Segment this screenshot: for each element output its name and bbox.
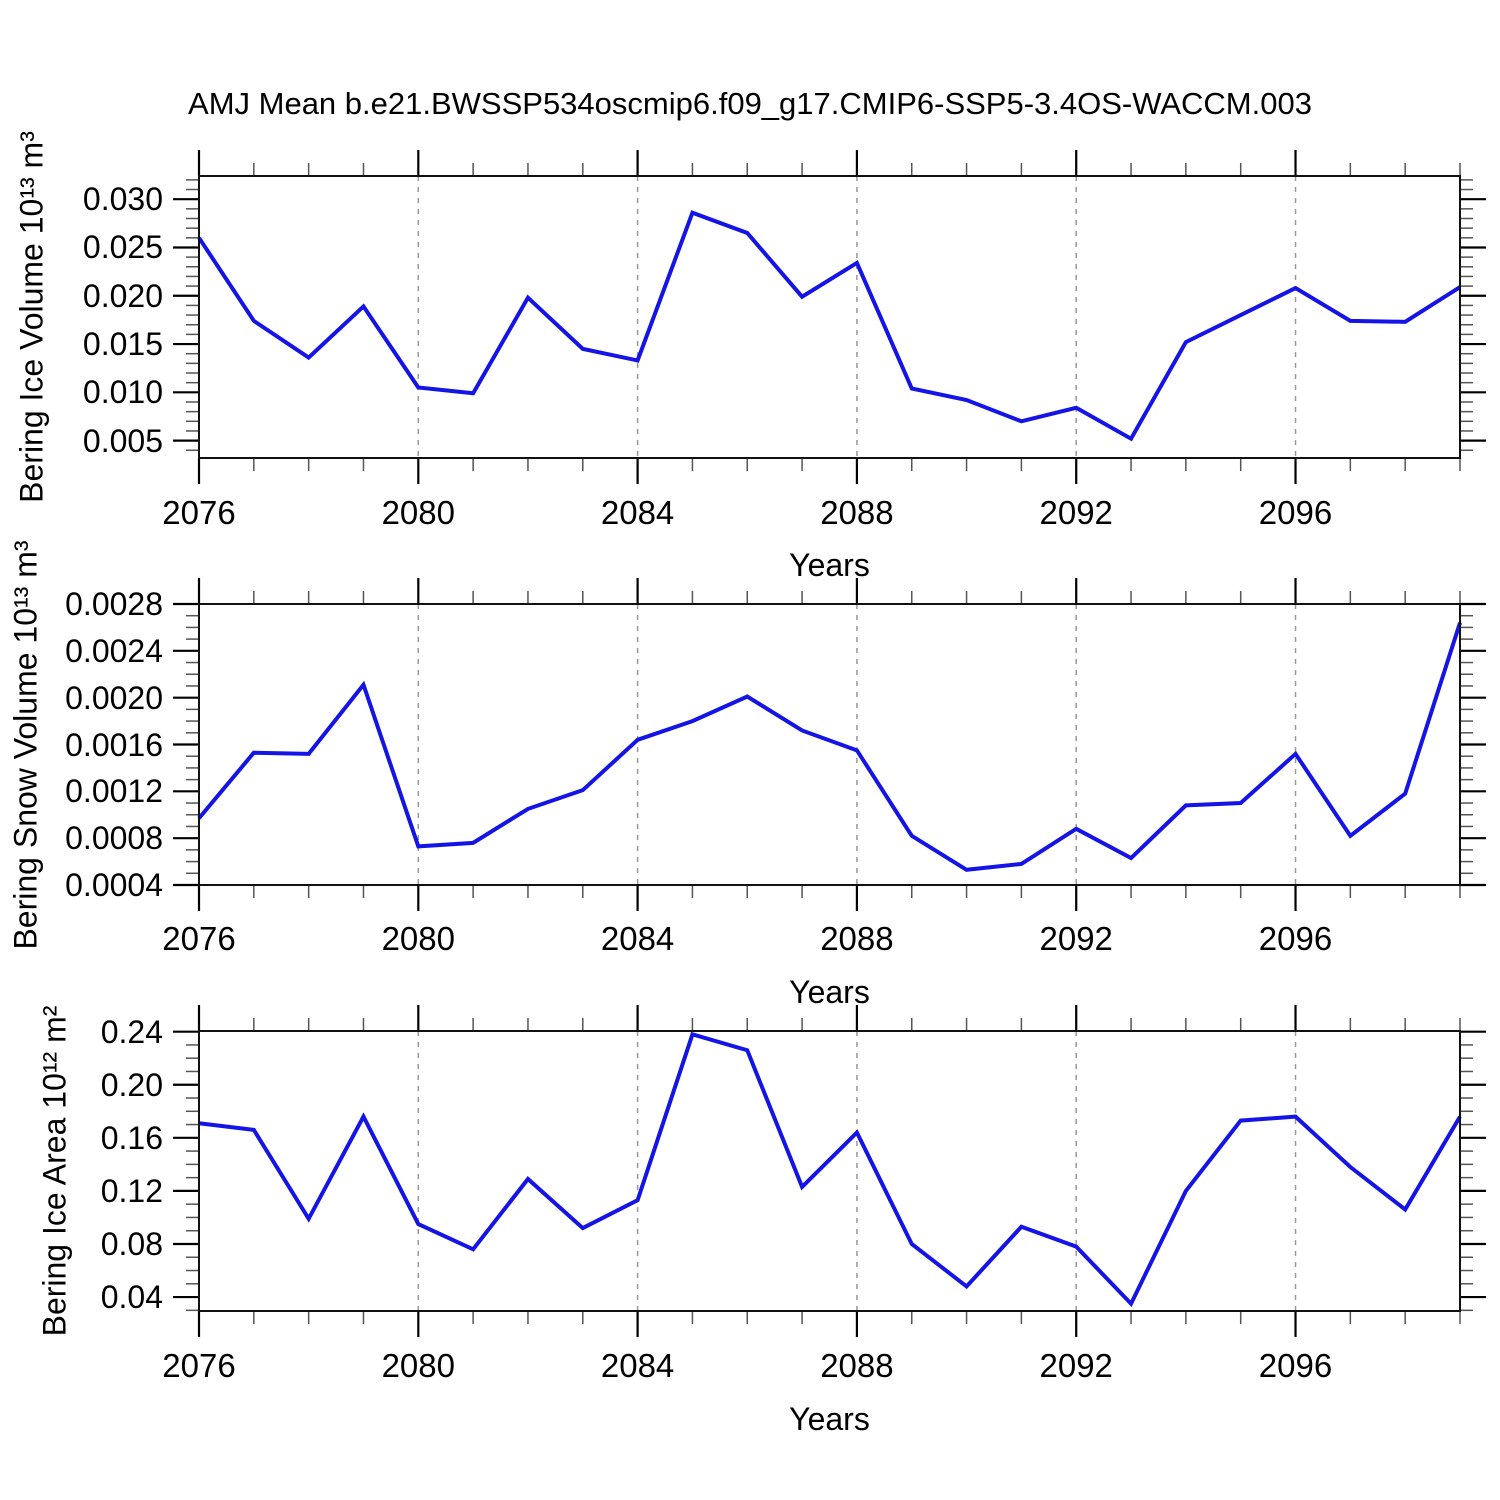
x-tick-label: 2088 — [820, 1347, 894, 1384]
y-tick-label: 0.025 — [82, 229, 163, 266]
data-line-1 — [197, 622, 1462, 872]
y-tick-label: 0.12 — [100, 1172, 163, 1209]
x-tick-label: 2096 — [1258, 494, 1333, 531]
x-tick-label: 2092 — [1039, 494, 1113, 531]
y-tick-label: 0.0028 — [65, 586, 163, 622]
y-tick-label: 0.010 — [82, 374, 163, 411]
x-axis-label-years: Years — [789, 974, 870, 1010]
y-tick-label: 0.030 — [82, 181, 163, 218]
y-tick-label: 0.0008 — [65, 820, 163, 857]
x-tick-label: 2092 — [1039, 1347, 1113, 1384]
x-tick-label: 2084 — [600, 920, 675, 957]
x-tick-label: 2076 — [162, 1347, 236, 1384]
x-tick-label: 2088 — [820, 494, 894, 531]
data-line-0 — [197, 210, 1462, 442]
y-tick-label: 0.015 — [82, 326, 163, 363]
y-tick-label: 0.08 — [100, 1225, 163, 1262]
x-tick-label: 2080 — [381, 1347, 455, 1384]
x-axis-label-years: Years — [789, 547, 870, 583]
x-tick-label: 2080 — [381, 494, 455, 531]
plot-title: AMJ Mean b.e21.BWSSP534oscmip6.f09_g17.C… — [188, 86, 1312, 121]
y-tick-label: 0.20 — [100, 1066, 163, 1103]
y-tick-label: 0.16 — [100, 1119, 163, 1156]
y-tick-label: 0.04 — [100, 1279, 163, 1316]
x-tick-label: 2080 — [381, 920, 455, 957]
data-line-2 — [198, 1031, 1462, 1308]
y-tick-label: 0.005 — [82, 422, 163, 459]
y-tick-label: 0.0024 — [65, 632, 163, 669]
y-tick-label: 0.24 — [100, 1013, 163, 1050]
x-tick-label: 2084 — [600, 494, 675, 531]
y-tick-label: 0.0020 — [65, 679, 163, 716]
x-tick-label: 2084 — [600, 1347, 675, 1384]
y-tick-label: 0.020 — [82, 277, 163, 314]
x-axis-label-years: Years — [789, 1401, 870, 1437]
x-tick-label: 2092 — [1039, 920, 1113, 957]
x-tick-label: 2088 — [820, 920, 894, 957]
x-tick-label: 2096 — [1258, 920, 1333, 957]
x-tick-label: 2096 — [1258, 1347, 1333, 1384]
y-tick-label: 0.0016 — [65, 726, 163, 763]
x-tick-label: 2076 — [162, 920, 236, 957]
x-tick-label: 2076 — [162, 494, 236, 531]
y-tick-label: 0.0012 — [65, 773, 163, 810]
y-tick-label: 0.0004 — [65, 867, 163, 903]
